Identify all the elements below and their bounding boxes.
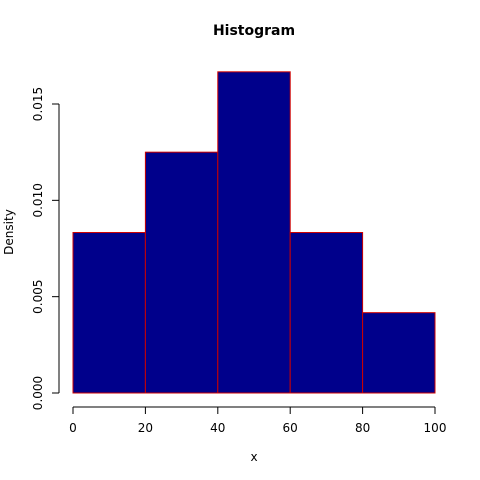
x-tick-label: 0 <box>69 421 77 435</box>
histogram-bar-1 <box>144 151 219 394</box>
y-axis-label: Density <box>2 209 16 255</box>
x-tick-label: 40 <box>210 421 225 435</box>
x-tick-label: 80 <box>355 421 370 435</box>
x-tick-label: 20 <box>138 421 153 435</box>
histogram-bar-2 <box>217 71 291 394</box>
y-tick-label: 0.010 <box>31 183 45 217</box>
histogram-bar-4 <box>362 312 436 394</box>
x-tick-label: 100 <box>424 421 447 435</box>
bars <box>72 71 436 394</box>
histogram-bar-3 <box>289 232 364 394</box>
y-tick-label: 0.000 <box>31 376 45 410</box>
x-tick-label: 60 <box>283 421 298 435</box>
y-axis: 0.000 0.005 0.010 0.015 <box>31 87 60 410</box>
y-tick-label: 0.005 <box>31 279 45 313</box>
x-axis-label: x <box>250 450 257 464</box>
chart-title: Histogram <box>213 23 295 39</box>
x-axis: 0 20 40 60 80 100 <box>69 406 447 435</box>
y-tick-label: 0.015 <box>31 87 45 121</box>
histogram-bar-0 <box>72 232 146 394</box>
